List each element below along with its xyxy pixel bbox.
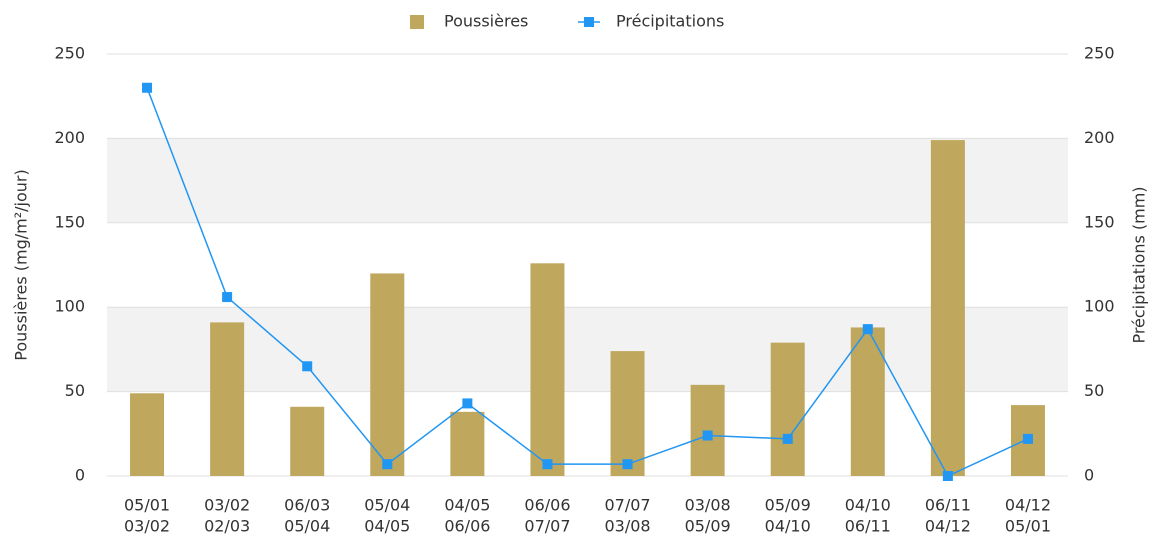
x-tick-label: 03/08 — [604, 517, 650, 536]
y-tick-label: 0 — [75, 466, 85, 485]
bar — [690, 384, 725, 476]
x-tick-label: 06/03 — [284, 496, 330, 515]
x-tick-label: 03/08 — [685, 496, 731, 515]
x-tick-label: 03/02 — [204, 496, 250, 515]
line — [146, 87, 1029, 477]
bar — [130, 393, 165, 476]
x-tick-label: 04/05 — [444, 496, 490, 515]
x-tick-label: 06/06 — [444, 517, 490, 536]
x-tick-label: 07/07 — [604, 496, 650, 515]
marker — [702, 430, 713, 441]
y-tick-label: 100 — [54, 297, 85, 316]
x-tick-label: 03/02 — [124, 517, 170, 536]
x-tick-label: 06/11 — [925, 496, 971, 515]
x-tick-label: 05/01 — [124, 496, 170, 515]
y2-tick-label: 250 — [1084, 44, 1115, 63]
bar — [770, 342, 805, 476]
y2-tick-label: 100 — [1084, 297, 1115, 316]
x-tick-label: 04/05 — [364, 517, 410, 536]
y-tick-label: 200 — [54, 128, 85, 147]
marker — [862, 324, 873, 335]
y-tick-label: 150 — [54, 212, 85, 231]
y-axis-title: Poussières (mg/m²/jour) — [12, 169, 31, 360]
bar — [450, 411, 485, 476]
y-tick-label: 250 — [54, 44, 85, 63]
legend-label: Précipitations — [616, 12, 724, 31]
marker — [622, 459, 633, 470]
y2-tick-label: 150 — [1084, 212, 1115, 231]
x-tick-label: 05/04 — [364, 496, 410, 515]
y2-axis-title: Précipitations (mm) — [1130, 186, 1149, 343]
x-tick-label: 04/12 — [925, 517, 971, 536]
x-tick-label: 05/09 — [685, 517, 731, 536]
marker — [1022, 433, 1033, 444]
marker — [302, 361, 313, 372]
plot-band — [107, 307, 1068, 392]
legend-swatch — [410, 15, 424, 29]
legend-swatch — [584, 17, 594, 27]
x-tick-label: 04/10 — [845, 496, 891, 515]
x-tick-label: 04/10 — [765, 517, 811, 536]
marker — [462, 398, 473, 409]
legend-label: Poussières — [444, 12, 528, 31]
x-tick-label: 04/12 — [1005, 496, 1051, 515]
marker — [142, 82, 153, 93]
marker — [942, 471, 953, 481]
marker — [782, 433, 793, 444]
x-tick-label: 06/06 — [524, 496, 570, 515]
x-tick-label: 06/11 — [845, 517, 891, 536]
y2-tick-label: 50 — [1084, 381, 1104, 400]
bar — [210, 322, 245, 476]
x-tick-label: 07/07 — [524, 517, 570, 536]
x-tick-label: 05/09 — [765, 496, 811, 515]
x-tick-label: 05/01 — [1005, 517, 1051, 536]
bar — [290, 406, 325, 476]
marker — [382, 459, 393, 470]
bar — [530, 263, 565, 476]
x-tick-label: 02/03 — [204, 517, 250, 536]
marker — [222, 292, 233, 303]
y-tick-label: 50 — [65, 381, 85, 400]
bar — [610, 351, 645, 476]
x-tick-label: 05/04 — [284, 517, 330, 536]
bar — [370, 273, 405, 476]
plot-band — [107, 138, 1068, 223]
y2-tick-label: 0 — [1084, 466, 1094, 485]
marker — [542, 459, 553, 470]
bar — [850, 327, 885, 476]
bar — [930, 140, 965, 476]
y2-tick-label: 200 — [1084, 128, 1115, 147]
